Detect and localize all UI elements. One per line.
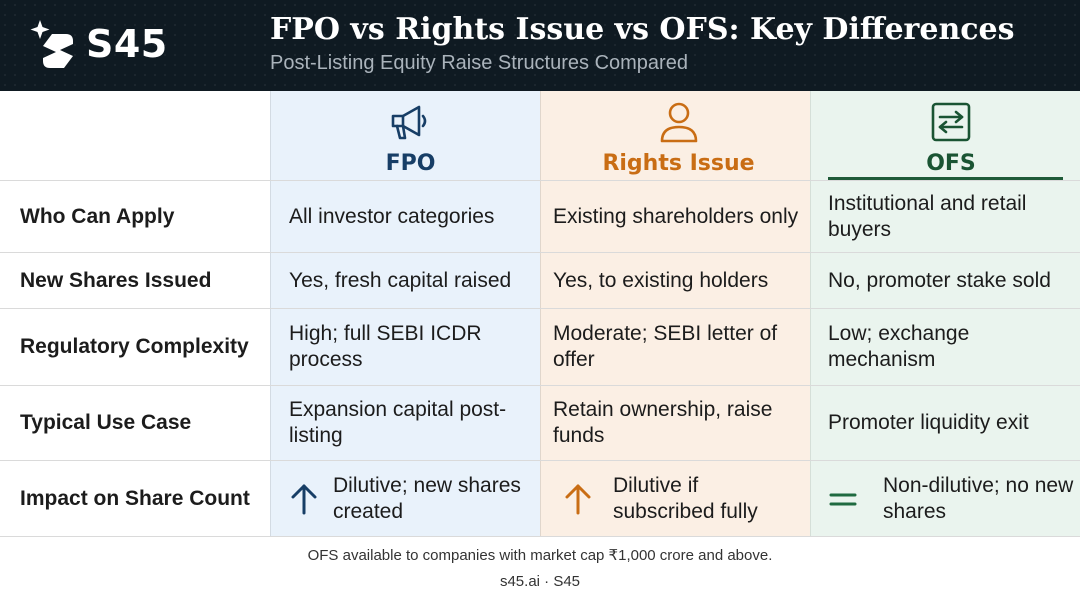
rights-cell: Yes, to existing holders — [540, 253, 810, 308]
table-row: Regulatory Complexity High; full SEBI IC… — [0, 309, 1080, 386]
ofs-cell: No, promoter stake sold — [810, 253, 1080, 308]
footer-brand: s45.ai · S45 — [499, 573, 581, 590]
impact-text: Dilutive; new shares created — [333, 473, 521, 523]
person-icon — [660, 102, 697, 143]
ofs-highlight-underline — [828, 177, 1063, 180]
rights-cell: Existing shareholders only — [540, 181, 810, 252]
comparison-table: FPO Rights Issue — [0, 91, 1080, 537]
row-label: Impact on Share Count — [0, 461, 270, 536]
rights-cell: Moderate; SEBI letter of offer — [540, 309, 810, 385]
footnote: OFS available to companies with market c… — [307, 547, 773, 564]
page-title: FPO vs Rights Issue vs OFS: Key Differen… — [270, 12, 1015, 47]
impact-text: Non-dilutive; no new shares — [883, 473, 1074, 523]
rights-cell: Retain ownership, raise funds — [540, 386, 810, 460]
impact-text: Dilutive if subscribed fully — [613, 473, 758, 523]
column-label-ofs: OFS — [926, 151, 976, 176]
fpo-cell: Yes, fresh capital raised — [270, 253, 540, 308]
rights-cell: Dilutive if subscribed fully — [540, 461, 810, 536]
brand-name: S45 — [86, 22, 168, 66]
table-header-row: FPO Rights Issue — [0, 91, 1080, 181]
fpo-cell: Dilutive; new shares created — [270, 461, 540, 536]
equals-icon — [829, 493, 857, 505]
table-row: Impact on Share Count Dilutive; new shar… — [0, 461, 1080, 537]
ofs-cell: Institutional and retail buyers — [810, 181, 1080, 252]
table-row: Who Can Apply All investor categories Ex… — [0, 181, 1080, 253]
brand-logo: S45 — [30, 18, 168, 70]
table-row: New Shares Issued Yes, fresh capital rai… — [0, 253, 1080, 309]
column-header-fpo: FPO — [270, 91, 540, 180]
fpo-cell: All investor categories — [270, 181, 540, 252]
arrow-up-icon — [565, 484, 591, 514]
row-label: New Shares Issued — [0, 253, 270, 308]
column-label-fpo: FPO — [385, 151, 436, 176]
arrow-up-icon — [291, 484, 317, 514]
ofs-cell: Promoter liquidity exit — [810, 386, 1080, 460]
s45-logo-icon — [30, 20, 73, 68]
ofs-cell: Non-dilutive; no new shares — [810, 461, 1080, 536]
header-empty-cell — [0, 91, 270, 180]
column-label-rights: Rights Issue — [602, 151, 755, 176]
fpo-cell: Expansion capital post-listing — [270, 386, 540, 460]
megaphone-icon — [391, 105, 426, 140]
fpo-cell: High; full SEBI ICDR process — [270, 309, 540, 385]
exchange-arrows-icon — [931, 102, 971, 142]
row-label: Typical Use Case — [0, 386, 270, 460]
header-banner: S45 FPO vs Rights Issue vs OFS: Key Diff… — [0, 0, 1080, 91]
row-label: Regulatory Complexity — [0, 309, 270, 385]
column-header-rights: Rights Issue — [540, 91, 810, 180]
column-header-ofs: OFS — [810, 91, 1080, 180]
ofs-cell: Low; exchange mechanism — [810, 309, 1080, 385]
table-row: Typical Use Case Expansion capital post-… — [0, 386, 1080, 461]
row-label: Who Can Apply — [0, 181, 270, 252]
page-subtitle: Post-Listing Equity Raise Structures Com… — [270, 52, 688, 74]
